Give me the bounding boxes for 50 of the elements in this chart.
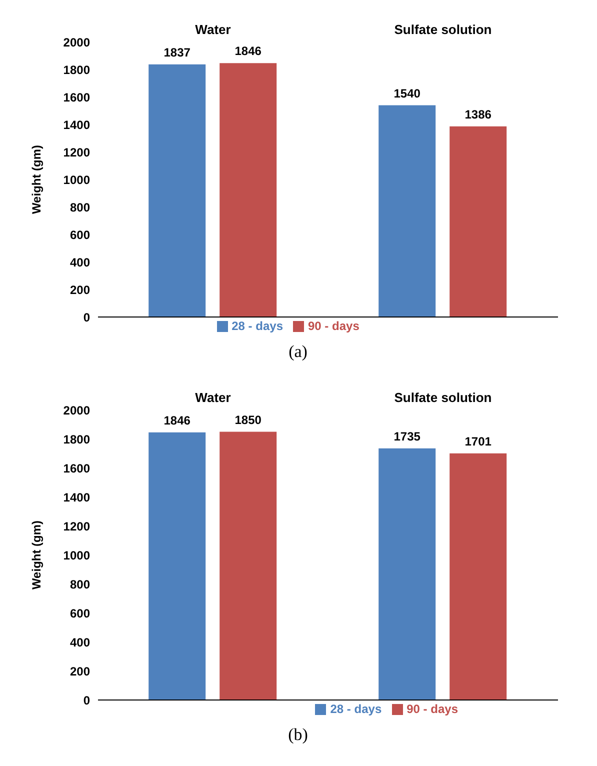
data-label: 1837 [164,45,191,60]
legend-label: 90 - days [308,319,360,333]
text: (a) [288,342,308,362]
y-tick-label: 2000 [63,35,90,50]
y-tick-label: 0 [83,310,90,324]
x-tick-label: Sulfate solution [394,390,492,405]
legend-label: 28 - days [330,702,382,716]
bar [148,64,206,317]
y-tick-label: 400 [70,635,90,650]
y-tick-label: 1400 [63,118,90,132]
y-tick-label: 600 [70,606,90,620]
text: (b) [287,725,309,745]
y-tick-label: 1600 [63,90,90,104]
y-tick-label: 1800 [63,62,90,77]
data-label: 1846 [234,44,262,58]
data-label: 1701 [464,434,492,448]
data-label: 1540 [394,86,421,100]
y-tick-label: 1000 [63,548,90,562]
y-axis-title: Weight (gm) [29,144,44,214]
y-tick-label: 1600 [63,461,90,476]
bar [378,105,436,317]
y-tick-label: 1200 [63,519,90,534]
bar [220,432,277,700]
y-tick-label: 400 [70,255,90,270]
bar [450,126,507,317]
x-tick-label: Sulfate solution [394,22,492,37]
y-tick-label: 1400 [63,490,90,504]
x-tick-label: Water [195,22,231,37]
y-tick-label: 1800 [63,432,90,446]
y-tick-label: 1000 [63,172,90,187]
bar [220,63,277,317]
y-tick-label: 200 [70,282,90,297]
x-tick-label: Water [195,390,231,405]
y-tick-label: 2000 [63,403,90,418]
bar [378,448,436,700]
y-tick-label: 200 [70,664,90,678]
legend-label: 90 - days [406,702,458,716]
y-tick-label: 600 [70,228,90,242]
data-label: 1386 [464,107,492,122]
bar [450,453,507,700]
y-tick-label: 800 [70,200,90,214]
legend-label: 28 - days [232,319,283,333]
data-label: 1735 [394,429,421,444]
bar [148,432,206,700]
y-axis-title: Weight (gm) [29,520,44,590]
y-tick-label: 1200 [63,145,90,160]
data-label: 1846 [164,413,191,428]
data-label: 1850 [234,412,262,427]
y-tick-label: 800 [70,577,90,592]
y-tick-label: 0 [83,693,90,708]
